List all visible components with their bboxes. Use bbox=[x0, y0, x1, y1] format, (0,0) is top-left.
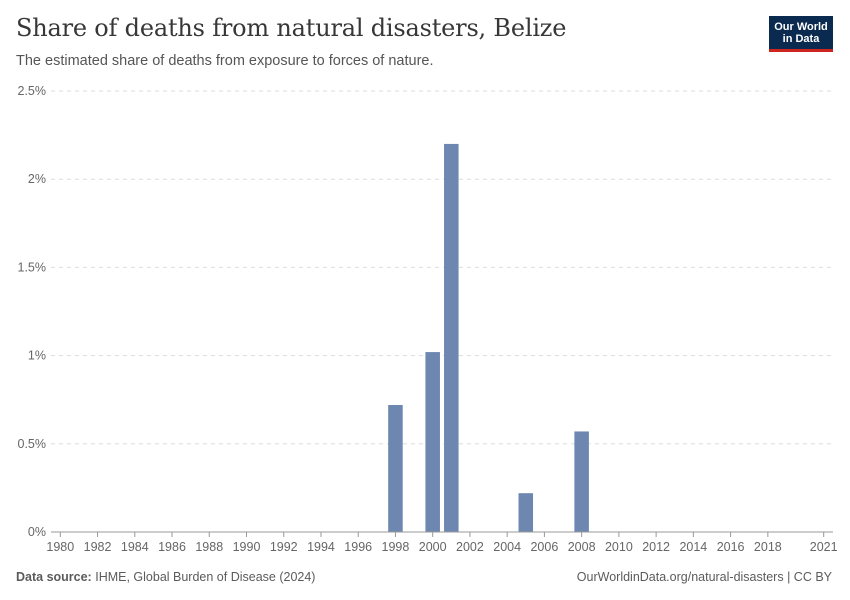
bar-2001[interactable] bbox=[444, 143, 459, 533]
y-axis-labels: 0% 0.5% 1% 1.5% 2% 2.5% bbox=[18, 84, 47, 539]
logo-line-2: in Data bbox=[782, 33, 820, 45]
chart-title: Share of deaths from natural disasters, … bbox=[16, 14, 567, 42]
bar-1998[interactable] bbox=[388, 404, 403, 532]
bars bbox=[388, 143, 589, 533]
data-source-text[interactable]: IHME, Global Burden of Disease (2024) bbox=[95, 570, 316, 584]
grid-lines bbox=[51, 90, 833, 445]
x-tick-label: 1990 bbox=[233, 540, 261, 554]
x-tick-label: 2018 bbox=[754, 540, 782, 554]
bar-2005[interactable] bbox=[518, 493, 534, 532]
x-tick-label: 1994 bbox=[307, 540, 335, 554]
logo-line-1: Our World bbox=[774, 21, 828, 33]
chart-subtitle: The estimated share of deaths from expos… bbox=[16, 53, 434, 69]
y-tick-label: 0.5% bbox=[18, 437, 47, 451]
x-tick-label: 1998 bbox=[382, 540, 410, 554]
x-tick-label: 1980 bbox=[46, 540, 74, 554]
x-tick-label: 2016 bbox=[717, 540, 745, 554]
data-source-label: Data source: bbox=[16, 570, 92, 584]
x-tick-label: 1996 bbox=[344, 540, 372, 554]
x-tick-label: 2008 bbox=[568, 540, 596, 554]
x-tick-label: 2002 bbox=[456, 540, 484, 554]
owid-logo[interactable]: Our World in Data bbox=[769, 16, 833, 52]
x-tick-label: 2000 bbox=[419, 540, 447, 554]
y-tick-label: 2.5% bbox=[18, 84, 47, 98]
y-tick-label: 2% bbox=[28, 172, 46, 186]
x-tick-label: 2021 bbox=[810, 540, 838, 554]
credit-link[interactable]: OurWorldinData.org/natural-disasters | C… bbox=[576, 570, 832, 584]
data-source: Data source: IHME, Global Burden of Dise… bbox=[16, 570, 315, 584]
x-tick-label: 2006 bbox=[530, 540, 558, 554]
x-tick-label: 1992 bbox=[270, 540, 298, 554]
x-tick-label: 2004 bbox=[493, 540, 521, 554]
x-tick-label: 1988 bbox=[195, 540, 223, 554]
y-tick-label: 1% bbox=[28, 349, 46, 363]
x-tick-label: 1984 bbox=[121, 540, 149, 554]
bar-2000[interactable] bbox=[425, 352, 440, 532]
x-tick-label: 2010 bbox=[605, 540, 633, 554]
x-tick-label: 2012 bbox=[642, 540, 670, 554]
y-tick-label: 1.5% bbox=[18, 260, 47, 274]
y-tick-label: 0% bbox=[28, 525, 46, 539]
x-tick-label: 2014 bbox=[679, 540, 707, 554]
x-tick-label: 1982 bbox=[84, 540, 112, 554]
x-axis: 1980 1982 1984 1986 1988 1990 1992 1994 1996 1998… bbox=[46, 531, 838, 554]
bar-2008[interactable] bbox=[574, 431, 589, 532]
x-tick-label: 1986 bbox=[158, 540, 186, 554]
